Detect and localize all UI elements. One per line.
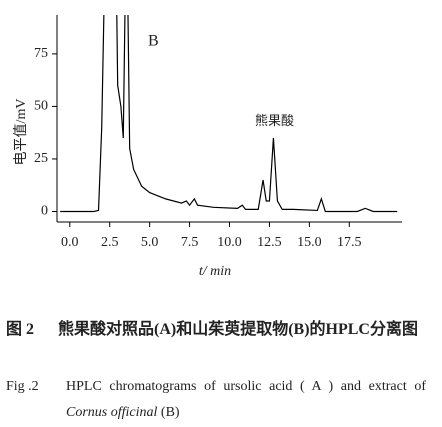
x-tick-label: 0.0 bbox=[61, 235, 79, 250]
x-tick-label: 12.5 bbox=[257, 235, 282, 250]
caption-cn: 图 2 熊果酸对照品(A)和山茱萸提取物(B)的HPLC分离图 bbox=[6, 316, 423, 344]
y-tick-label: 25 bbox=[34, 151, 48, 166]
x-tick-label: 17.5 bbox=[337, 235, 362, 250]
x-tick-label: 7.5 bbox=[181, 235, 199, 250]
x-tick-label: 5.0 bbox=[141, 235, 159, 250]
annotation: B bbox=[148, 33, 159, 50]
caption-text: HPLC chromatograms of ursolic acid ( A )… bbox=[66, 379, 426, 394]
caption-text: HPLC chromatograms of ursolic acid ( A )… bbox=[66, 374, 426, 426]
chart: 电平值/mV t/ min B 熊果酸 0 25 50 75 0.0 2.5 5.0 7.5 1… bbox=[13, 15, 402, 279]
chromatogram-line bbox=[60, 15, 398, 213]
species: Cornus officinal bbox=[66, 405, 158, 420]
caption-label: Fig .2 bbox=[6, 379, 39, 394]
x-axis-label: t/ min bbox=[199, 264, 231, 279]
y-axis-label: 电平值/mV bbox=[13, 99, 29, 166]
y-tick-label: 75 bbox=[34, 46, 48, 61]
caption-text: 熊果酸对照品(A)和山茱萸提取物(B)的HPLC分离图 bbox=[58, 321, 418, 338]
y-tick-label: 50 bbox=[34, 99, 48, 114]
annotation: 熊果酸 bbox=[255, 113, 294, 128]
caption-text: (B) bbox=[157, 405, 180, 420]
y-tick-label: 0 bbox=[41, 204, 48, 219]
x-tick-label: 2.5 bbox=[101, 235, 119, 250]
caption-label: 图 2 bbox=[6, 321, 35, 338]
x-tick-label: 10.0 bbox=[217, 235, 242, 250]
caption-en: Fig .2 HPLC chromatograms of ursolic aci… bbox=[6, 374, 426, 426]
x-tick-label: 15.0 bbox=[297, 235, 322, 250]
